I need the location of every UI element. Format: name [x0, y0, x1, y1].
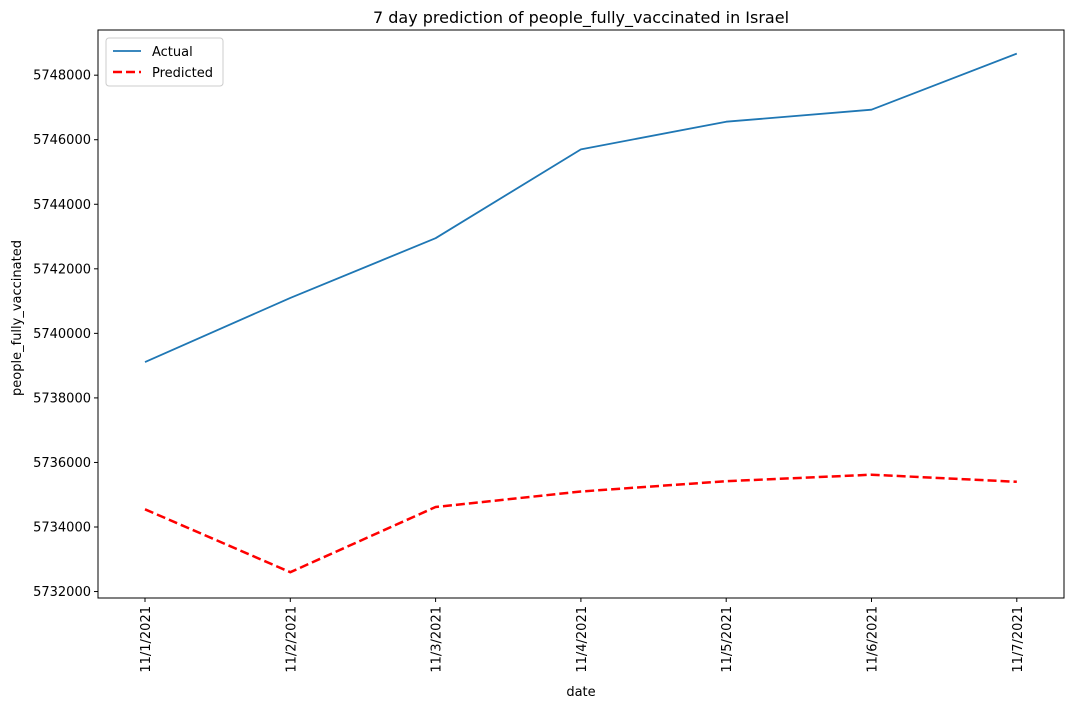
x-tick-label: 11/4/2021 [575, 606, 590, 673]
y-tick-label: 5742000 [33, 262, 91, 277]
x-axis: 11/1/2021 11/2/2021 11/3/2021 11/4/2021 11/5… [139, 598, 1026, 673]
legend: Actual Predicted [105, 37, 224, 87]
x-tick-label: 11/3/2021 [430, 606, 445, 673]
y-tick-label: 5734000 [33, 521, 91, 536]
y-axis: 5732000 5734000 5736000 5738000 5740000 57420… [33, 69, 98, 600]
y-tick-label: 5744000 [33, 198, 91, 213]
y-tick-label: 5746000 [33, 133, 91, 148]
y-tick-label: 5736000 [33, 456, 91, 471]
x-tick-label: 11/6/2021 [866, 606, 881, 673]
x-tick-label: 11/2/2021 [284, 606, 299, 673]
x-tick-label: 11/5/2021 [720, 606, 735, 673]
chart-title: 7 day prediction of people_fully_vaccina… [373, 8, 789, 28]
series-line-predicted [144, 473, 1017, 574]
x-axis-label: date [566, 685, 595, 700]
series-line-actual [144, 52, 1018, 363]
y-tick-label: 5740000 [33, 327, 91, 342]
legend-box [105, 37, 224, 87]
x-tick-label: 11/1/2021 [139, 606, 154, 673]
y-tick-label: 5738000 [33, 391, 91, 406]
y-tick-label: 5732000 [33, 585, 91, 600]
plot-frame [97, 29, 1065, 599]
legend-label-predicted: Predicted [152, 66, 213, 81]
y-axis-label: people_fully_vaccinated [10, 240, 25, 396]
y-tick-label: 5748000 [33, 69, 91, 84]
x-tick-label: 11/7/2021 [1011, 606, 1026, 673]
series-layer [144, 52, 1018, 574]
legend-label-actual: Actual [152, 45, 193, 60]
